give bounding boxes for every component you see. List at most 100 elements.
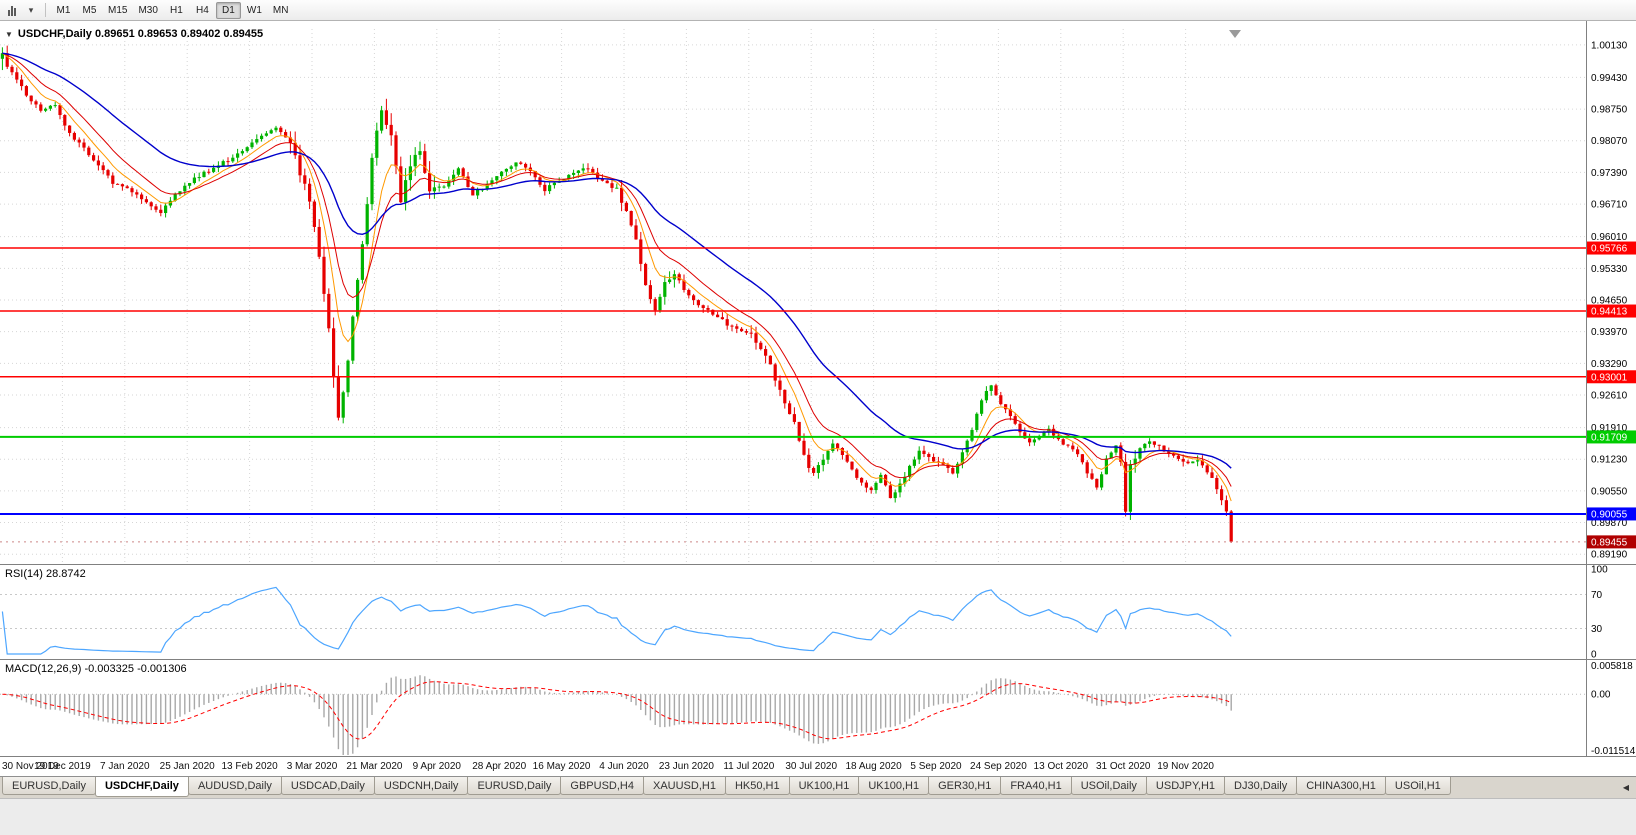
chart-tab-eurusd-daily[interactable]: EURUSD,Daily xyxy=(2,777,96,795)
macd-scale-label: -0.011514 xyxy=(1591,746,1636,757)
price-axis: 1.00130 0.99430 0.98750 0.98070 0.97390 0.967… xyxy=(1591,40,1628,560)
horizontal-levels-layer xyxy=(0,247,1586,515)
macd-layer xyxy=(2,675,1232,755)
timeframe-button-d1[interactable]: D1 xyxy=(215,1,241,19)
svg-text:4 Jun 2020: 4 Jun 2020 xyxy=(599,761,649,772)
chart-tab-hk50-h1[interactable]: HK50,H1 xyxy=(724,777,790,795)
svg-text:16 May 2020: 16 May 2020 xyxy=(533,761,591,772)
current-price-badge xyxy=(1587,535,1636,549)
rsi-layer xyxy=(1,586,1232,655)
chart-tab-usoil-h1[interactable]: USOil,H1 xyxy=(1384,777,1451,795)
svg-text:21 Mar 2020: 21 Mar 2020 xyxy=(346,761,403,772)
rsi-scale-label: 30 xyxy=(1591,624,1603,635)
chart-dropdown-arrow-icon[interactable]: ▾ xyxy=(28,4,34,15)
svg-text:28 Apr 2020: 28 Apr 2020 xyxy=(472,761,526,772)
timeframe-button-mn[interactable]: MN xyxy=(272,4,289,16)
chart-tab-fra40-h1[interactable]: FRA40,H1 xyxy=(1000,777,1072,795)
rsi-scale-label: 0 xyxy=(1591,650,1597,661)
timeframe-button-m5[interactable]: M5 xyxy=(82,4,97,16)
svg-text:0.89455: 0.89455 xyxy=(1591,537,1628,548)
chart-tab-usdjpy-h1[interactable]: USDJPY,H1 xyxy=(1145,777,1226,795)
chart-tab-dj30-daily[interactable]: DJ30,Daily xyxy=(1224,777,1298,795)
tab-scroll-left-icon[interactable]: ◀ xyxy=(1622,783,1629,792)
chart-tab-uk100-h1[interactable]: UK100,H1 xyxy=(858,777,930,795)
candles-layer xyxy=(0,45,1233,543)
price-level-badge-0.91709 xyxy=(1587,430,1636,444)
svg-text:0.96710: 0.96710 xyxy=(1591,200,1628,211)
timeframe-button-w1[interactable]: W1 xyxy=(246,4,262,16)
svg-text:13 Feb 2020: 13 Feb 2020 xyxy=(222,761,279,772)
svg-text:19 Dec 2019: 19 Dec 2019 xyxy=(34,761,91,772)
rsi-scale-label: 70 xyxy=(1591,590,1603,601)
chart-region: 1.00130 0.99430 0.98750 0.98070 0.97390 0.967… xyxy=(0,21,1636,776)
timeframe-buttons-group: M1 M5 M15 M30 H1 H4 D1 W1 MN xyxy=(51,1,293,19)
macd-scale-label: 0.005818 xyxy=(1591,661,1633,672)
chart-tab-usdchf-daily[interactable]: USDCHF,Daily xyxy=(94,777,189,797)
chart-tab-ger30-h1[interactable]: GER30,H1 xyxy=(928,777,1002,795)
price-level-badge-0.95766 xyxy=(1587,241,1636,255)
macd-scale-label: 0.00 xyxy=(1591,690,1611,701)
svg-text:0.95766: 0.95766 xyxy=(1591,244,1628,255)
status-bar xyxy=(0,798,1636,835)
rsi-scale-label: 100 xyxy=(1591,565,1608,576)
chart-tab-china300-h1[interactable]: CHINA300,H1 xyxy=(1296,777,1386,795)
svg-text:31 Oct 2020: 31 Oct 2020 xyxy=(1096,761,1151,772)
moving-averages-layer xyxy=(2,52,1232,502)
chart-type-icon[interactable] xyxy=(3,2,21,19)
svg-text:24 Sep 2020: 24 Sep 2020 xyxy=(970,761,1027,772)
timeframe-toolbar: ▾ M1 M5 M15 M30 H1 H4 D1 W1 MN xyxy=(0,0,1636,21)
grid-layer xyxy=(0,29,1586,564)
svg-text:0.90055: 0.90055 xyxy=(1591,509,1628,520)
svg-text:0.93970: 0.93970 xyxy=(1591,327,1628,338)
svg-text:18 Aug 2020: 18 Aug 2020 xyxy=(846,761,903,772)
svg-text:7 Jan 2020: 7 Jan 2020 xyxy=(100,761,150,772)
svg-text:0.93001: 0.93001 xyxy=(1591,372,1628,383)
svg-text:0.92610: 0.92610 xyxy=(1591,390,1628,401)
bar-chart-icon xyxy=(8,5,16,16)
svg-text:0.90550: 0.90550 xyxy=(1591,486,1628,497)
chart-tab-bar: EURUSD,Daily USDCHF,Daily AUDUSD,Daily USDC… xyxy=(0,776,1636,798)
timeframe-button-h4[interactable]: H4 xyxy=(196,4,209,16)
svg-text:0.91230: 0.91230 xyxy=(1591,455,1628,466)
rsi-line xyxy=(1,586,1232,655)
timeframe-button-h1[interactable]: H1 xyxy=(170,4,183,16)
svg-text:0.94413: 0.94413 xyxy=(1591,307,1628,318)
chart-tab-xauusd-h1[interactable]: XAUUSD,H1 xyxy=(642,777,726,795)
svg-text:0.95330: 0.95330 xyxy=(1591,264,1628,275)
chart-tab-uk100-h1[interactable]: UK100,H1 xyxy=(788,777,860,795)
macd-signal-line xyxy=(2,681,1232,740)
svg-text:1.00130: 1.00130 xyxy=(1591,40,1628,51)
price-chart-canvas[interactable]: 1.00130 0.99430 0.98750 0.98070 0.97390 0.967… xyxy=(0,21,1636,776)
chart-tab-usdcad-daily[interactable]: USDCAD,Daily xyxy=(280,777,375,795)
price-level-badge-0.90055 xyxy=(1587,507,1636,521)
chart-tab-audusd-daily[interactable]: AUDUSD,Daily xyxy=(187,777,282,795)
svg-text:0.98070: 0.98070 xyxy=(1591,136,1628,147)
chart-tab-usdcnh-daily[interactable]: USDCNH,Daily xyxy=(373,777,469,795)
svg-text:30 Jul 2020: 30 Jul 2020 xyxy=(785,761,837,772)
ma-slow-line xyxy=(2,52,1232,469)
toolbar-separator xyxy=(45,3,46,17)
svg-text:0.89190: 0.89190 xyxy=(1591,550,1628,561)
timeframe-button-m30[interactable]: M30 xyxy=(138,4,158,16)
price-level-badge-0.93001 xyxy=(1587,370,1636,384)
timeframe-button-m1[interactable]: M1 xyxy=(56,4,71,16)
svg-text:9 Apr 2020: 9 Apr 2020 xyxy=(413,761,462,772)
svg-text:13 Oct 2020: 13 Oct 2020 xyxy=(1034,761,1089,772)
svg-text:5 Sep 2020: 5 Sep 2020 xyxy=(910,761,962,772)
svg-text:25 Jan 2020: 25 Jan 2020 xyxy=(160,761,215,772)
chart-tab-gbpusd-h4[interactable]: GBPUSD,H4 xyxy=(560,777,644,795)
svg-text:3 Mar 2020: 3 Mar 2020 xyxy=(287,761,338,772)
svg-text:11 Jul 2020: 11 Jul 2020 xyxy=(723,761,774,772)
svg-text:0.99430: 0.99430 xyxy=(1591,73,1628,84)
timeframe-button-m15[interactable]: M15 xyxy=(108,4,128,16)
svg-text:0.93290: 0.93290 xyxy=(1591,359,1628,370)
chart-tab-usoil-daily[interactable]: USOil,Daily xyxy=(1070,777,1147,795)
svg-text:23 Jun 2020: 23 Jun 2020 xyxy=(659,761,714,772)
svg-text:0.91709: 0.91709 xyxy=(1591,432,1628,443)
chart-tab-eurusd-daily[interactable]: EURUSD,Daily xyxy=(467,777,562,795)
chart-shift-marker-icon[interactable] xyxy=(1229,30,1241,38)
svg-text:0.98750: 0.98750 xyxy=(1591,105,1628,116)
svg-text:0.97390: 0.97390 xyxy=(1591,168,1628,179)
